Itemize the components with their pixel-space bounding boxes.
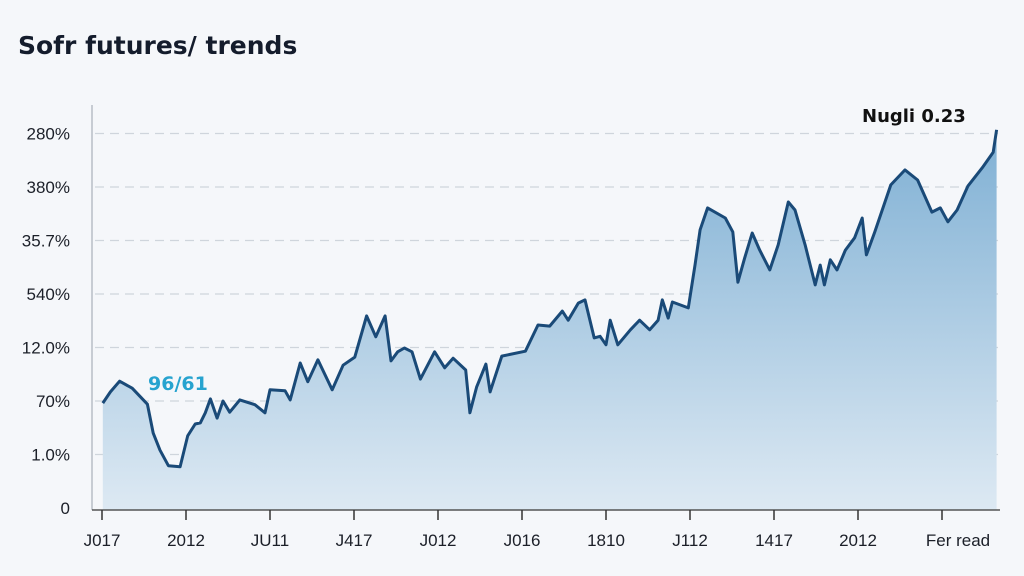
y-tick-label: 540% <box>27 285 70 304</box>
y-tick-label: 35.7% <box>22 232 70 251</box>
x-axis-ticks: J017 2012 JU11 J417 J012 J016 1810 J112 1417 2012… <box>84 510 990 550</box>
x-tick-label: 1417 <box>755 531 793 550</box>
x-tick-label: 1810 <box>587 531 625 550</box>
x-tick-label: J112 <box>672 531 708 550</box>
x-tick-label: 2012 <box>167 531 205 550</box>
y-tick-label: 1.0% <box>31 446 70 465</box>
end-value-label: Nugli 0.23 <box>862 106 966 127</box>
y-tick-label: 380% <box>27 178 70 197</box>
y-tick-label: 70% <box>36 392 70 411</box>
x-tick-label: 2012 <box>839 531 877 550</box>
y-tick-label: 12.0% <box>22 339 70 358</box>
chart-title: Sofr futures/ trends <box>18 31 297 60</box>
x-tick-label: Fer read <box>926 531 990 550</box>
x-tick-label: J017 <box>84 531 121 550</box>
x-tick-label: J012 <box>420 531 457 550</box>
area-fill <box>102 129 997 511</box>
x-tick-label: JU11 <box>251 531 289 550</box>
y-tick-label: 0 <box>61 499 70 518</box>
y-axis-ticks: 0 1.0% 70% 12.0% 540% 35.7% 380% 280% <box>22 125 70 519</box>
annotation-label: 96/61 <box>148 373 208 395</box>
x-tick-label: J417 <box>336 531 373 550</box>
series-line <box>101 129 999 469</box>
x-tick-label: J016 <box>504 531 541 550</box>
y-tick-label: 280% <box>27 125 70 144</box>
